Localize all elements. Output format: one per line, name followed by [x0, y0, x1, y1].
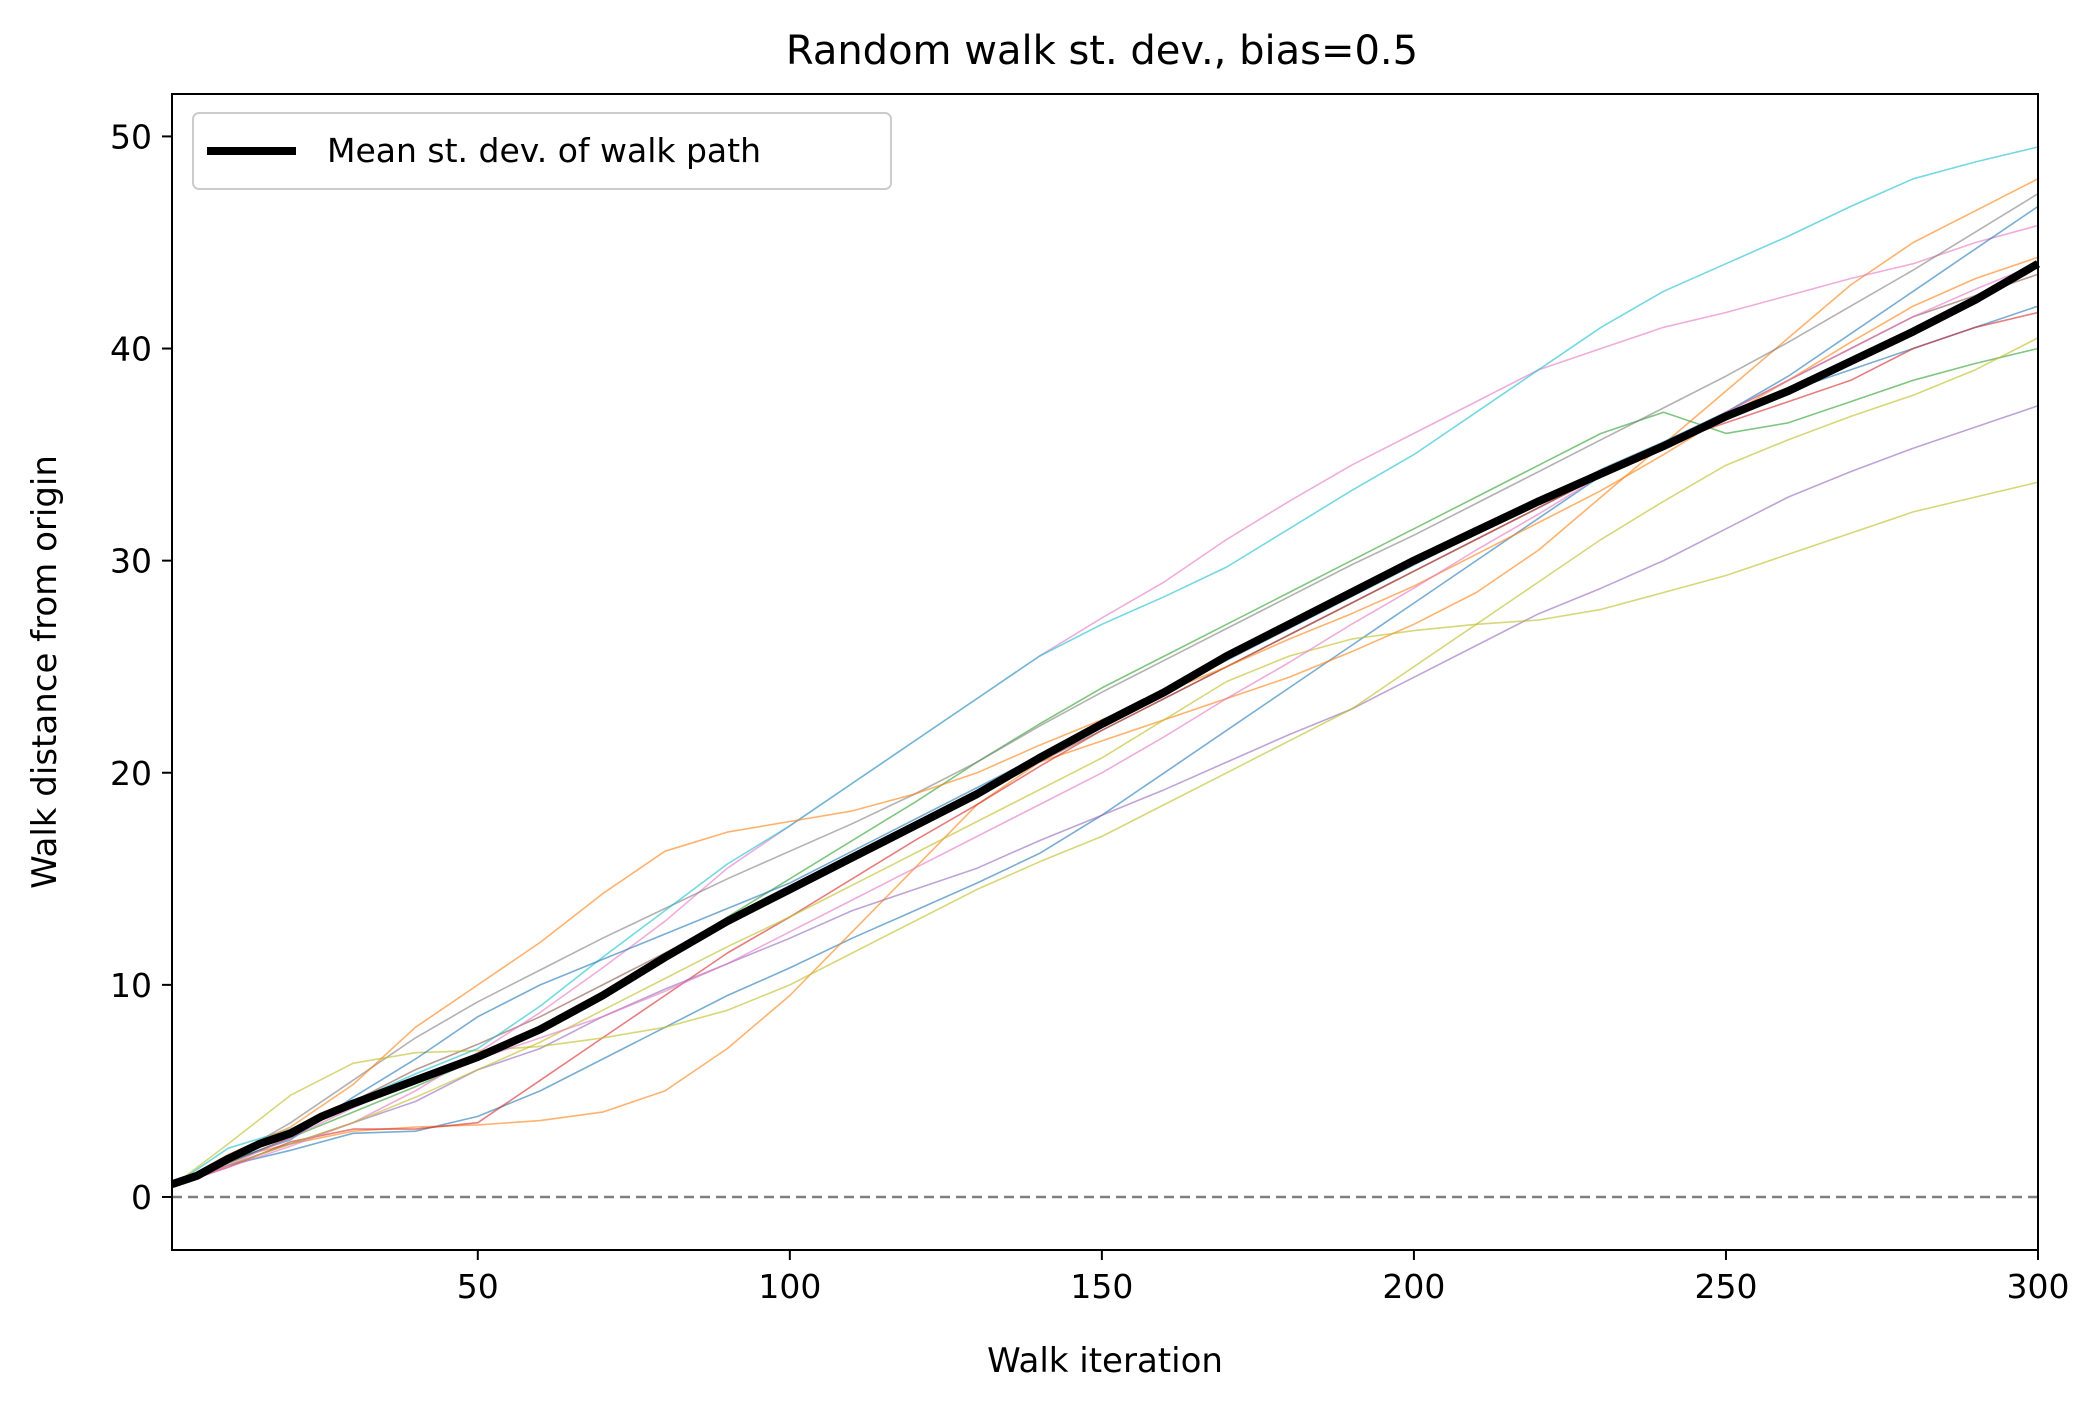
x-axis-title: Walk iteration — [987, 1341, 1223, 1381]
x-axis: 50 100 150 200 250 300 — [457, 1250, 2070, 1306]
y-tick-label: 50 — [110, 117, 152, 156]
legend: Mean st. dev. of walk path — [192, 112, 892, 190]
walk-line-10 — [171, 146, 2039, 1188]
x-tick-label: 150 — [1070, 1267, 1133, 1306]
y-tick-label: 0 — [131, 1178, 152, 1217]
y-tick-label: 20 — [110, 754, 152, 793]
x-tick-label: 50 — [457, 1267, 499, 1306]
walk-line-2 — [171, 178, 2039, 1188]
walk-line-13 — [171, 481, 2039, 1188]
x-tick-label: 300 — [2007, 1267, 2070, 1306]
legend-label: Mean st. dev. of walk path — [327, 131, 761, 170]
y-tick-label: 30 — [110, 542, 152, 581]
mean-series-line — [170, 260, 2040, 1188]
mean-line — [170, 260, 2040, 1188]
x-tick-label: 200 — [1382, 1267, 1445, 1306]
walk-line-9 — [171, 337, 2039, 1188]
x-tick-label: 250 — [1694, 1267, 1757, 1306]
chart-title: Random walk st. dev., bias=0.5 — [786, 28, 1418, 74]
y-axis: 0 10 20 30 40 50 — [110, 117, 172, 1217]
walk-line-8 — [171, 193, 2039, 1188]
plot-frame — [171, 93, 2039, 1251]
y-axis-title: Walk distance from origin — [25, 455, 65, 889]
y-tick-label: 10 — [110, 966, 152, 1005]
legend-box — [192, 112, 892, 190]
y-tick-label: 40 — [110, 330, 152, 369]
x-tick-label: 100 — [758, 1267, 821, 1306]
